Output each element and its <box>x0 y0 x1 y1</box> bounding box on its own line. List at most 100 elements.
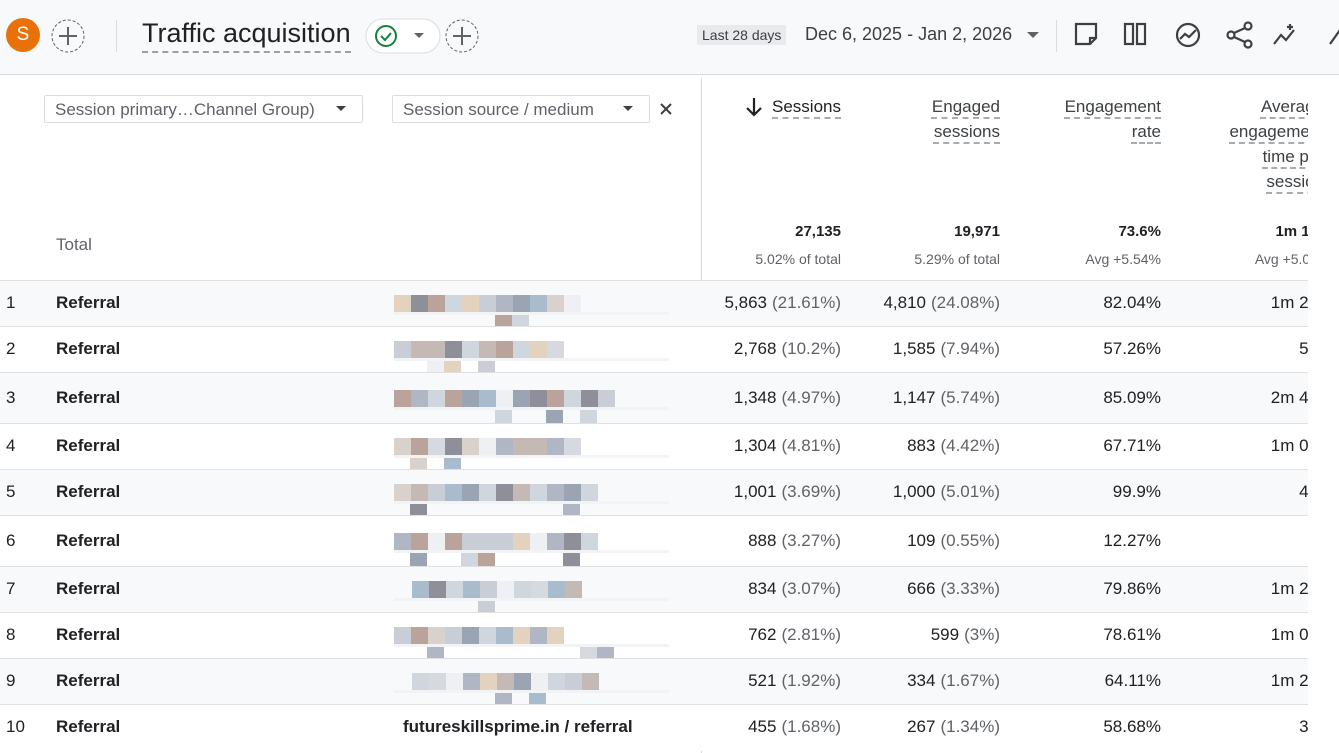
avg-time: 1m 22 <box>1270 671 1308 690</box>
engagement-rate: 82.04% <box>1103 293 1161 312</box>
dimension-chip[interactable]: Session primary…Channel Group) <box>44 95 363 123</box>
metric-value: 521 <box>748 671 777 690</box>
report-title: Traffic acquisition <box>142 18 351 53</box>
avg-time: 1m 04 <box>1270 625 1308 644</box>
blurred-block <box>495 691 512 708</box>
dropdown-arrow[interactable] <box>335 105 347 113</box>
metric-cell: 1,348 (4.97%) <box>734 388 841 408</box>
total-note: 5.29% of total <box>914 251 1000 267</box>
dropdown-arrow[interactable] <box>622 105 634 113</box>
row-index: 9 <box>6 671 16 690</box>
blurred-block <box>564 484 581 501</box>
table-row[interactable]: 3 Referral 1,348 (4.97%) 1,147 (5.74%) 85.09% 2… <box>0 372 1308 425</box>
blurred-block <box>497 581 514 598</box>
avatar[interactable]: S <box>6 18 40 52</box>
total-note: Avg +5.07 <box>1254 251 1308 267</box>
table-row[interactable]: 2 Referral 2,768 (10.2%) 1,585 (7.94%) 57.26% 5… <box>0 326 1308 376</box>
metric-percent: (0.55%) <box>940 530 1000 550</box>
table-row[interactable]: 9 Referral 521(1.92%) 334(1.67%) 64.11% 1m 22 <box>0 658 1308 708</box>
date-range[interactable]: Dec 6, 2025 - Jan 2, 2026 <box>805 24 1013 44</box>
table-row[interactable]: 5 Referral 1,001(3.69%) 1,000(5.01%) 99.9% 41 <box>0 469 1308 519</box>
column-header[interactable]: Engagement rate <box>1064 97 1161 141</box>
sort-arrow[interactable] <box>745 96 763 118</box>
blurred-block <box>479 341 496 358</box>
metric-cell: 762 (2.81%) <box>748 625 841 645</box>
metric-cell: 888 (3.27%) <box>748 531 841 551</box>
blurred-block <box>428 295 445 312</box>
blurred-block <box>462 484 479 501</box>
metric-percent: (4.42%) <box>940 436 1000 455</box>
blurred-block <box>530 532 547 550</box>
blurred-block <box>394 438 411 455</box>
blurred-block <box>427 645 444 662</box>
remove-dimension[interactable] <box>659 102 673 116</box>
metric-percent: (3.69%) <box>781 482 841 501</box>
blurred-block <box>513 627 530 644</box>
metric-value: 1,000 <box>892 482 936 501</box>
divider <box>116 20 117 52</box>
metric-cell: 1,147 (5.74%) <box>893 388 1000 408</box>
dimension-chip[interactable]: Session source / medium <box>392 95 650 123</box>
row-index: 3 <box>6 387 16 407</box>
blurred-block <box>480 581 497 598</box>
blurred-block <box>530 341 547 358</box>
avg-time: 2m 41 <box>1270 387 1308 407</box>
table-row[interactable]: 10 Referral futureskillsprime.in / referra… <box>0 704 1308 751</box>
blurred-block <box>495 407 512 425</box>
column-header[interactable]: Average engagement time per session <box>1229 97 1308 191</box>
blurred-block <box>514 581 531 598</box>
status-chip[interactable] <box>365 18 441 54</box>
blurred-block <box>394 501 669 504</box>
avg-time: 1m 25 <box>1270 579 1308 598</box>
blurred-block <box>461 550 478 568</box>
metric-percent: (1.67%) <box>940 671 1000 690</box>
total-value: 19,971 <box>954 223 1000 240</box>
metric-value: 834 <box>748 579 777 598</box>
table-row[interactable]: 7 Referral 834(3.07%) 666(3.33%) 79.86% 1m 25 <box>0 566 1308 616</box>
blurred-block <box>463 581 480 598</box>
metric-value: 109 <box>907 530 936 550</box>
blurred-block <box>479 532 496 550</box>
table-row[interactable]: 1 Referral 5,863 (21.61%) 4,810 (24.08%) 82.04… <box>0 280 1308 330</box>
blurred-block <box>547 627 564 644</box>
engagement-rate: 85.09% <box>1103 387 1161 407</box>
metric-percent: (3.07%) <box>781 579 841 598</box>
blurred-block <box>394 690 669 693</box>
blurred-block <box>496 341 513 358</box>
metric-percent: (4.97%) <box>781 387 841 407</box>
engagement-rate: 12.27% <box>1103 530 1161 550</box>
add-comparison[interactable] <box>444 18 480 54</box>
avg-time: 36 <box>1299 717 1308 736</box>
blurred-block <box>394 406 669 410</box>
toolbar-icons[interactable] <box>1072 20 1339 50</box>
blurred-block <box>564 532 581 550</box>
blurred-block <box>444 456 461 473</box>
blurred-block <box>479 438 496 455</box>
metric-value: 762 <box>748 625 777 644</box>
blurred-block <box>411 627 428 644</box>
blurred-block <box>463 673 480 690</box>
engagement-rate: 58.68% <box>1103 717 1161 736</box>
blurred-block <box>428 484 445 501</box>
blurred-block <box>429 673 446 690</box>
column-header[interactable]: Sessions <box>772 97 841 116</box>
metric-percent: (3%) <box>964 625 1000 644</box>
engagement-rate: 64.11% <box>1104 671 1161 690</box>
column-header[interactable]: Engaged sessions <box>931 97 1000 141</box>
metric-cell: 4,810 (24.08%) <box>883 293 1000 313</box>
blurred-block <box>394 389 411 407</box>
metric-value: 666 <box>907 579 936 598</box>
row-index: 8 <box>6 625 16 644</box>
blurred-block <box>445 438 462 455</box>
metric-percent: (21.61%) <box>772 293 841 312</box>
blurred-block <box>445 389 462 407</box>
engagement-rate: 78.61% <box>1103 625 1161 644</box>
dropdown-arrow[interactable] <box>1026 30 1040 40</box>
table-row[interactable]: 4 Referral 1,304 (4.81%) 883 (4.42%) 67.71% 1m … <box>0 423 1308 473</box>
table-row[interactable]: 8 Referral 762(2.81%) 599(3%) 78.61% 1m 04 <box>0 612 1308 662</box>
total-note: 5.02% of total <box>755 251 841 267</box>
metric-cell: 521 (1.92%) <box>748 671 841 691</box>
add-button[interactable] <box>50 18 86 54</box>
